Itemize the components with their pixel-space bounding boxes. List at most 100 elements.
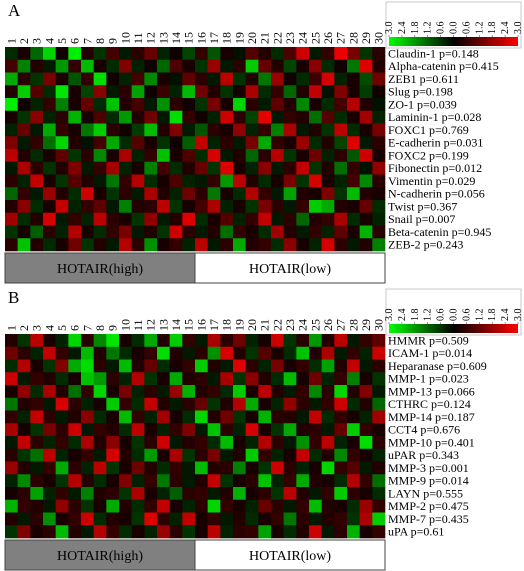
- heatmap-cell: [258, 448, 272, 462]
- heatmap-cell: [334, 372, 348, 386]
- heatmap-cell: [119, 487, 132, 501]
- heatmap-cell: [296, 334, 310, 348]
- heatmap-cell: [131, 47, 145, 61]
- heatmap-cell: [321, 334, 335, 348]
- heatmap-cell: [119, 59, 132, 73]
- heatmap-cell: [309, 225, 322, 239]
- heatmap-cell: [5, 499, 18, 513]
- heatmap-cell: [144, 359, 158, 373]
- heatmap-cell: [17, 487, 31, 501]
- heatmap-cell: [144, 47, 158, 61]
- heatmap-cell: [296, 72, 310, 86]
- heatmap-cell: [321, 448, 335, 462]
- heatmap-cell: [359, 238, 373, 252]
- heatmap-cell: [334, 59, 348, 73]
- heatmap-cell: [296, 59, 310, 73]
- heatmap-cell: [157, 334, 170, 348]
- heatmap-cell: [81, 372, 94, 386]
- heatmap-cell: [106, 372, 120, 386]
- heatmap-cell: [245, 512, 259, 526]
- heatmap-cell: [321, 72, 335, 86]
- column-label: 30: [372, 32, 386, 44]
- heatmap-cell: [30, 161, 44, 175]
- heatmap-cell: [233, 346, 246, 360]
- heatmap-cell: [30, 225, 44, 239]
- heatmap-cell: [93, 161, 107, 175]
- heatmap-cell: [258, 487, 272, 501]
- column-label: 16: [194, 319, 208, 331]
- column-label: 15: [182, 32, 196, 44]
- heatmap-cell: [207, 448, 221, 462]
- heatmap-cell: [195, 346, 208, 360]
- heatmap-cell: [106, 525, 120, 539]
- heatmap-cell: [55, 47, 69, 61]
- heatmap-cell: [245, 85, 259, 99]
- heatmap-cell: [81, 123, 94, 137]
- heatmap-cell: [119, 238, 132, 252]
- heatmap-cell: [245, 487, 259, 501]
- heatmap-cell: [258, 334, 272, 348]
- heatmap-cell: [43, 346, 56, 360]
- heatmap-cell: [334, 98, 348, 112]
- heatmap-cell: [309, 512, 322, 526]
- heatmap-cell: [372, 187, 386, 201]
- heatmap-cell: [359, 372, 373, 386]
- heatmap-cell: [144, 174, 158, 188]
- heatmap-cell: [5, 72, 18, 86]
- heatmap-cell: [43, 174, 56, 188]
- heatmap-cell: [207, 149, 221, 163]
- heatmap-cell: [372, 512, 386, 526]
- heatmap-cell: [372, 225, 386, 239]
- heatmap-cell: [68, 346, 82, 360]
- heatmap-cell: [5, 225, 18, 239]
- heatmap-cell: [106, 410, 120, 424]
- column-label: 22: [270, 32, 284, 44]
- heatmap-cell: [106, 225, 120, 239]
- heatmap-cell: [347, 85, 360, 99]
- heatmap-cell: [347, 110, 360, 124]
- heatmap-cell: [131, 59, 145, 73]
- heatmap-cell: [296, 200, 310, 214]
- row-label: Beta-catenin p=0.945: [388, 225, 491, 239]
- heatmap-cell: [157, 238, 170, 252]
- heatmap-cell: [271, 410, 284, 424]
- heatmap-cell: [119, 98, 132, 112]
- colorbar-tick-label: 2.4: [397, 22, 408, 35]
- heatmap-cell: [144, 187, 158, 201]
- heatmap-cell: [93, 149, 107, 163]
- heatmap-cell: [207, 123, 221, 137]
- heatmap-cell: [119, 149, 132, 163]
- heatmap-cell: [182, 461, 196, 475]
- column-label: 11: [131, 319, 145, 331]
- heatmap-cell: [131, 334, 145, 348]
- heatmap-cell: [157, 225, 170, 239]
- heatmap-cell: [359, 187, 373, 201]
- heatmap-cell: [283, 110, 297, 124]
- heatmap-cell: [182, 123, 196, 137]
- row-label: MMP-9 p=0.014: [388, 474, 469, 488]
- heatmap-cell: [309, 448, 322, 462]
- column-label: 6: [68, 325, 82, 331]
- heatmap-cell: [207, 499, 221, 513]
- heatmap-cell: [195, 334, 208, 348]
- heatmap-cell: [321, 499, 335, 513]
- heatmap-cell: [207, 372, 221, 386]
- heatmap-cell: [283, 149, 297, 163]
- heatmap-cell: [372, 47, 386, 61]
- heatmap-cell: [321, 525, 335, 539]
- heatmap-cell: [334, 136, 348, 150]
- heatmap-cell: [55, 499, 69, 513]
- heatmap-cell: [309, 174, 322, 188]
- heatmap-cell: [119, 525, 132, 539]
- heatmap-cell: [258, 474, 272, 488]
- heatmap-cell: [157, 372, 170, 386]
- heatmap-cell: [296, 346, 310, 360]
- heatmap-cell: [144, 110, 158, 124]
- heatmap-panel: A123456789101112131415161718192021222324…: [4, 1, 524, 284]
- colorbar: [389, 37, 518, 46]
- heatmap-cell: [5, 47, 18, 61]
- heatmap-cell: [30, 499, 44, 513]
- heatmap-cell: [271, 423, 284, 437]
- heatmap-cell: [81, 59, 94, 73]
- heatmap-cell: [309, 123, 322, 137]
